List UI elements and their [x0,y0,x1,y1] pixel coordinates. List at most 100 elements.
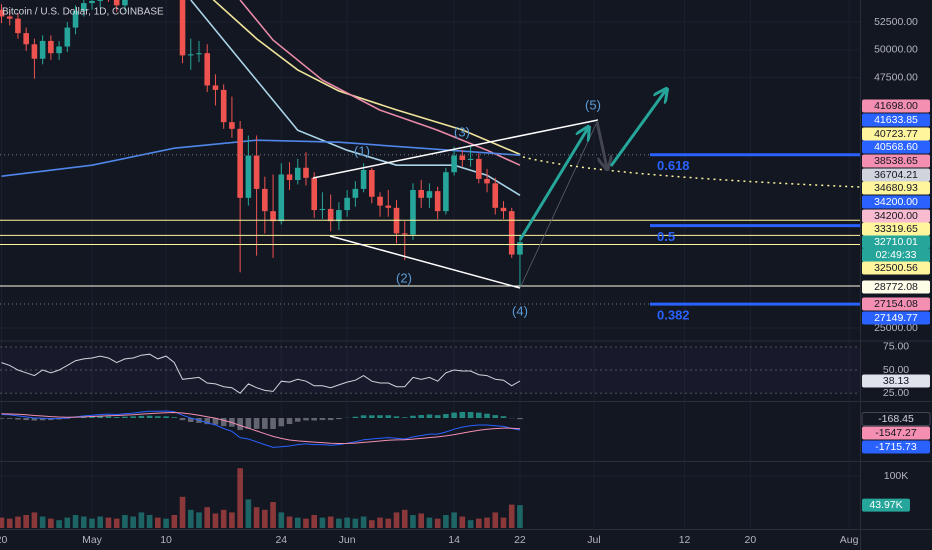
candle-body [229,122,235,129]
price-label: 32500.56 [874,262,918,274]
volume-bar [426,517,433,528]
candle-body [443,172,449,212]
volume-bar [39,516,46,528]
volume-bar [48,518,54,528]
candle-body [0,9,5,17]
volume-bar [31,512,38,528]
candle-body [492,183,499,208]
volume-bar [0,517,5,528]
macd-histogram-bar [245,417,252,429]
macd-histogram-bar [369,415,375,418]
volume-bar [476,518,482,528]
candle-body [377,196,383,206]
macd-histogram-bar [31,417,38,421]
y-tick-label: 50000.00 [874,44,918,56]
price-label: 32710.01 [874,236,918,248]
candle-body [418,190,424,198]
countdown: 02:49:33 [876,249,917,261]
candle-body [451,155,457,173]
macd-histogram-bar [146,415,153,418]
volume-bar [360,516,367,528]
macd-histogram-bar [352,416,359,418]
macd-histogram-bar [286,417,293,425]
wedge-upper [312,119,599,179]
candle-body [122,0,128,6]
volume-bar [467,520,474,528]
candle-body [484,178,490,184]
candle-body [187,54,194,56]
volume-bar [303,518,309,528]
macd-histogram-bar [426,414,433,418]
volume-bar [418,513,424,528]
candle-body [15,18,21,34]
macd-histogram-bar [336,417,342,420]
price-label-box [862,127,930,141]
macd-histogram-bar [377,415,383,418]
volume-bar [393,512,400,528]
macd-histogram-bar [492,415,499,418]
volume-bar [434,518,441,528]
macd-histogram-bar [253,417,260,429]
macd-histogram-bar [393,416,400,418]
x-tick-label: 24 [275,534,287,546]
y-tick-label: 52500.00 [874,16,918,28]
macd-histogram-bar [113,417,120,418]
candle-body [327,208,334,222]
volume-bar [451,512,457,528]
candle-body [336,210,342,222]
candle-body [286,174,293,181]
macd-histogram-bar [484,413,490,418]
candle-body [196,53,202,55]
macd-histogram-bar [278,417,285,427]
volume-bar [336,518,342,528]
volume-bar [327,516,334,528]
macd-histogram-bar [89,416,95,418]
macd-histogram-bar [23,417,29,421]
macd-histogram-bar [360,415,367,418]
candle-body [303,167,309,178]
y-tick-label: 50.00 [883,364,909,376]
price-label-box [862,297,930,311]
volume-bar [286,516,293,528]
volume-bar [369,520,375,528]
candle-body [89,0,95,4]
volume-pane [0,468,523,528]
macd-histogram-bar [130,416,136,418]
candle-body [410,190,416,235]
price-label: 41698.00 [874,100,918,112]
candle-body [369,170,375,197]
x-tick-label: 12 [679,534,691,546]
volume-bar [278,512,285,528]
price-label-box [862,168,930,182]
volume-bar [220,509,227,528]
x-tick-label: 20 [0,534,7,546]
volume-bar [237,468,243,528]
macd-histogram-bar [434,415,441,418]
volume-bar [97,516,104,528]
wave-label: (3) [454,124,470,139]
moving-average [239,0,521,166]
volume-bar [262,509,268,528]
macd-pane [0,410,523,448]
wave-label: (1) [354,143,370,158]
candle-body [459,155,466,160]
candle-body [48,40,54,54]
candle-body [80,3,87,11]
volume-bar [89,518,95,528]
candle-body [311,177,318,211]
volume-bar [179,496,186,528]
moving-average [1,139,521,177]
macd-histogram-bar [459,411,466,418]
candle-body [476,158,482,179]
candle-body [426,191,433,198]
macd-histogram-bar [401,417,408,418]
macd-label: -1547.27 [875,427,917,439]
price-label: 28772.08 [874,281,918,293]
x-tick-label: Jul [587,534,600,546]
rsi-pane [0,346,860,394]
candle-body [6,16,13,19]
arrow-up [518,128,588,241]
volume-bar [410,515,416,528]
x-tick-label: 20 [745,534,757,546]
rsi-label: 38.13 [883,375,909,387]
